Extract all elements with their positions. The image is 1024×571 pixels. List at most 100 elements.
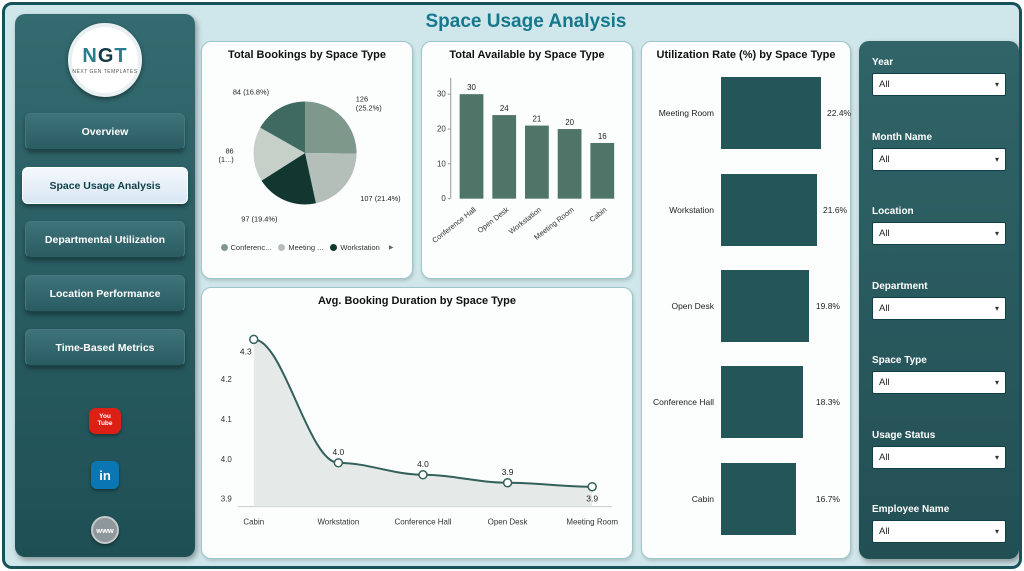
legend-item-conferenc[interactable]: Conferenc... xyxy=(220,243,272,252)
x-category-label: Open Desk xyxy=(476,205,511,235)
filter-group-employee-name: Employee Name All ▾ xyxy=(872,504,1006,543)
pie-slice-1[interactable] xyxy=(305,152,357,204)
filter-dropdown-year[interactable]: All ▾ xyxy=(872,73,1006,96)
utilization-bar-meeting-room[interactable] xyxy=(721,77,821,150)
linkedin-icon[interactable]: in xyxy=(91,461,119,489)
filter-group-location: Location All ▾ xyxy=(872,206,1006,245)
filter-dropdown-space-type[interactable]: All ▾ xyxy=(872,371,1006,394)
category-label: Open Desk xyxy=(671,300,714,311)
bar-value-label: 16 xyxy=(598,132,607,141)
pie-label: 84 (16.8%) xyxy=(233,87,269,96)
utilization-bar-conference-hall[interactable] xyxy=(721,366,803,439)
legend-item-meeting[interactable]: Meeting ... xyxy=(278,243,323,252)
legend-swatch xyxy=(278,244,286,251)
y-tick-label: 30 xyxy=(437,90,446,99)
utilization-row: Cabin 16.7% xyxy=(648,462,840,535)
y-tick-label: 10 xyxy=(437,159,446,168)
globe-icon[interactable]: www xyxy=(91,516,119,544)
youtube-text-line1: You xyxy=(99,413,111,421)
x-category-label: Meeting Room xyxy=(566,518,618,527)
filter-value: All xyxy=(879,451,890,463)
filter-dropdown-department[interactable]: All ▾ xyxy=(872,296,1006,320)
sidebar-item-overview[interactable]: Overview xyxy=(25,113,185,150)
y-tick-label: 20 xyxy=(437,125,446,134)
legend-label: Workstation xyxy=(340,243,380,252)
pie-slice-4[interactable] xyxy=(260,101,306,153)
filter-label: Year xyxy=(872,57,894,68)
ngt-logo: NGT NEXT GEN TEMPLATES xyxy=(68,23,142,97)
data-point-conference-hall[interactable] xyxy=(418,470,428,480)
sidebar-item-label: Departmental Utilization xyxy=(44,233,166,246)
y-tick-label: 4.1 xyxy=(221,415,233,424)
sidebar-item-location-performance[interactable]: Location Performance xyxy=(25,275,185,312)
area-fill xyxy=(253,339,593,507)
card-avg-duration: Avg. Booking Duration by Space Type 4.2 4… xyxy=(201,287,633,559)
bar-conference-hall[interactable] xyxy=(459,94,484,199)
pie-label: (25.2%) xyxy=(356,103,382,112)
data-label: 4.3 xyxy=(240,346,252,356)
filter-group-department: Department All ▾ xyxy=(872,281,1006,320)
y-tick-label: 4.0 xyxy=(221,455,233,464)
utilization-row: Conference Hall 18.3% xyxy=(648,366,840,439)
filter-dropdown-month-name[interactable]: All ▾ xyxy=(872,147,1006,171)
utilization-bar-workstation[interactable] xyxy=(721,173,817,246)
filter-panel: Year All ▾ Month Name All ▾ Location All… xyxy=(859,41,1019,559)
pie-slice-2[interactable] xyxy=(261,152,316,205)
logo-letter: T xyxy=(114,44,128,67)
sidebar-item-departmental-utilization[interactable]: Departmental Utilization xyxy=(25,221,185,258)
bar-open-desk[interactable] xyxy=(492,115,517,199)
sidebar-item-time-based-metrics[interactable]: Time-Based Metrics xyxy=(25,329,185,366)
filter-dropdown-location[interactable]: All ▾ xyxy=(872,222,1006,245)
filter-label: Department xyxy=(872,280,928,292)
bar-meeting-room[interactable] xyxy=(557,129,582,199)
data-point-cabin[interactable] xyxy=(249,334,259,345)
value-label: 19.8% xyxy=(815,300,840,311)
x-category-label: Conference Hall xyxy=(394,518,451,527)
filter-label: Location xyxy=(872,206,914,217)
legend-scroll-icon[interactable]: ▶ xyxy=(388,245,394,251)
card-total-available: Total Available by Space Type 0 10 20 30 30 C… xyxy=(421,41,633,279)
filter-dropdown-usage-status[interactable]: All ▾ xyxy=(872,445,1006,469)
data-point-workstation[interactable] xyxy=(333,458,344,468)
pie-slice-3[interactable] xyxy=(253,127,306,181)
pie-slice-0[interactable] xyxy=(305,101,357,154)
youtube-icon[interactable]: You Tube xyxy=(89,408,121,434)
legend-label: Conferenc... xyxy=(230,243,272,252)
data-label: 4.0 xyxy=(417,459,429,469)
bar-value-label: 21 xyxy=(533,115,542,124)
bar-workstation[interactable] xyxy=(525,125,549,199)
legend-item-workstation[interactable]: Workstation xyxy=(330,243,380,252)
utilization-bar-cabin[interactable] xyxy=(721,462,796,535)
filter-label: Space Type xyxy=(872,355,927,366)
category-label: Meeting Room xyxy=(658,108,714,119)
sidebar-item-label: Time-Based Metrics xyxy=(55,341,155,354)
data-point-meeting-room[interactable] xyxy=(587,481,597,492)
page-title: Space Usage Analysis xyxy=(425,11,627,32)
sidebar-item-space-usage-analysis[interactable]: Space Usage Analysis xyxy=(22,167,188,204)
sidebar: NGT NEXT GEN TEMPLATES Overview Space Us… xyxy=(15,14,195,557)
filter-dropdown-employee-name[interactable]: All ▾ xyxy=(872,520,1006,543)
chevron-down-icon: ▾ xyxy=(994,154,999,164)
data-point-open-desk[interactable] xyxy=(502,478,513,488)
category-label: Conference Hall xyxy=(653,397,714,408)
pie-label: 126 xyxy=(356,94,368,103)
pie-chart: 126(25.2%) 107 (21.4%) 97 (19.4%) 86(1...) 8… xyxy=(218,87,400,223)
utilization-row: Workstation 21.6% xyxy=(648,173,847,246)
chevron-down-icon: ▾ xyxy=(994,452,999,462)
y-tick-label: 4.2 xyxy=(221,375,233,384)
utilization-row: Open Desk 19.8% xyxy=(648,269,840,342)
legend-swatch xyxy=(220,244,228,251)
filter-value: All xyxy=(879,228,890,239)
chart-title: Total Bookings by Space Type xyxy=(228,49,386,61)
filter-value: All xyxy=(879,377,890,388)
bar-cabin[interactable] xyxy=(590,143,615,199)
logo-subtext: NEXT GEN TEMPLATES xyxy=(72,68,138,75)
filter-value: All xyxy=(879,79,890,90)
logo-letter: G xyxy=(97,44,115,67)
logo-text: NGT xyxy=(82,46,127,66)
trend-line xyxy=(253,338,593,488)
bar-value-label: 24 xyxy=(500,104,509,113)
utilization-bar-open-desk[interactable] xyxy=(721,269,809,342)
card-utilization-rate: Utilization Rate (%) by Space Type Meeti… xyxy=(641,41,851,559)
